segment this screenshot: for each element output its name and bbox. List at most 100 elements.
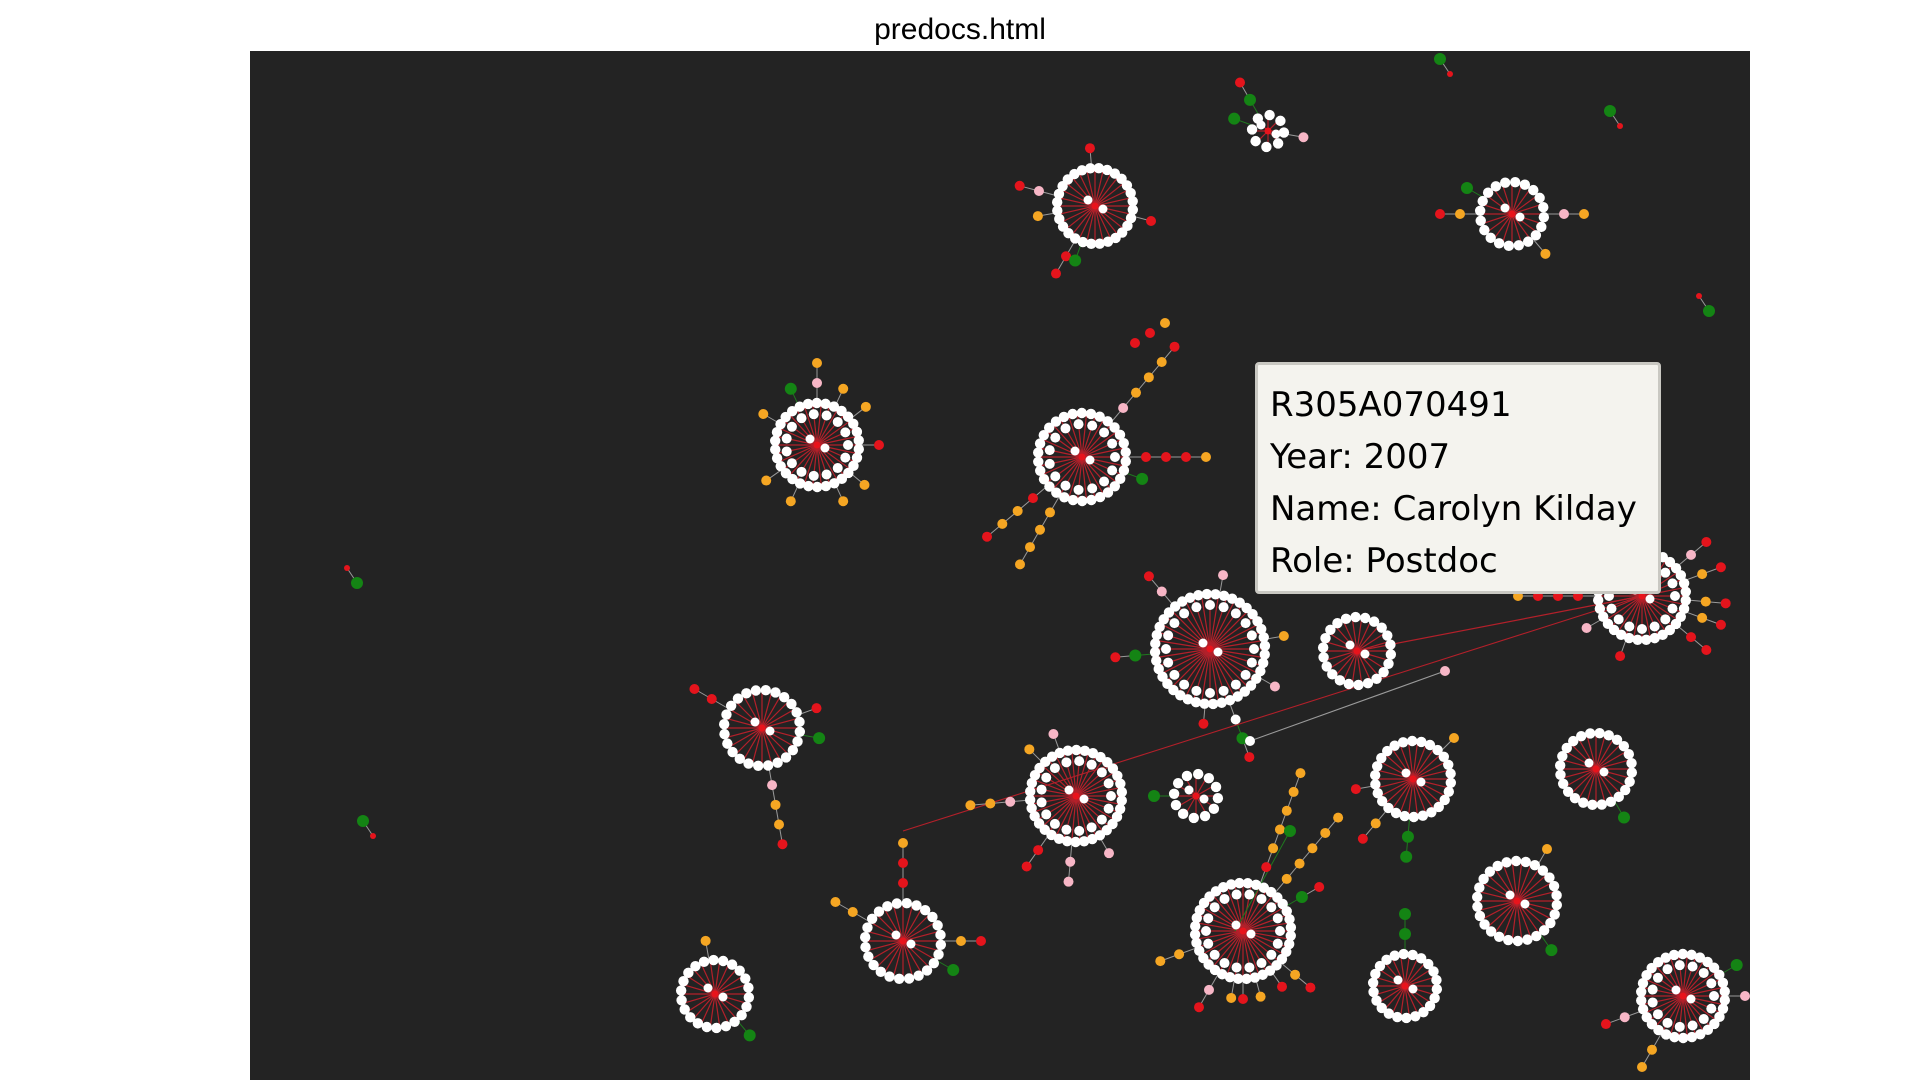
grant-node[interactable] bbox=[1717, 1003, 1729, 1014]
grant-node[interactable] bbox=[734, 753, 746, 765]
grant-node[interactable] bbox=[1257, 657, 1269, 669]
grant-node[interactable] bbox=[1107, 438, 1118, 449]
grant-node[interactable] bbox=[1272, 913, 1283, 924]
grant-node[interactable] bbox=[1652, 1009, 1663, 1020]
graph-node[interactable] bbox=[812, 358, 822, 368]
grant-node[interactable] bbox=[1203, 938, 1214, 949]
grant-node[interactable] bbox=[772, 757, 783, 768]
graph-node[interactable] bbox=[1333, 812, 1344, 823]
grant-node[interactable] bbox=[1360, 649, 1370, 659]
grant-node[interactable] bbox=[1035, 465, 1046, 476]
grant-node[interactable] bbox=[1256, 893, 1267, 904]
graph-node[interactable] bbox=[1268, 843, 1279, 854]
graph-node[interactable] bbox=[898, 858, 908, 868]
graph-node[interactable] bbox=[1350, 784, 1361, 795]
grant-node[interactable] bbox=[1368, 616, 1380, 627]
hub-node[interactable] bbox=[1592, 765, 1600, 773]
graph-node[interactable] bbox=[982, 531, 993, 542]
grant-node[interactable] bbox=[1266, 902, 1277, 913]
grant-node[interactable] bbox=[796, 466, 807, 477]
grant-node[interactable] bbox=[1587, 799, 1598, 811]
grant-node[interactable] bbox=[1250, 879, 1262, 890]
grant-node[interactable] bbox=[1603, 730, 1614, 741]
grant-node[interactable] bbox=[1562, 786, 1574, 797]
grant-node[interactable] bbox=[741, 688, 752, 699]
graph-node[interactable] bbox=[1294, 858, 1305, 869]
grant-node[interactable] bbox=[1561, 742, 1572, 754]
grant-node[interactable] bbox=[1177, 808, 1189, 820]
graph-node[interactable] bbox=[1281, 873, 1292, 884]
graph-node[interactable] bbox=[1269, 681, 1280, 692]
grant-node[interactable] bbox=[1094, 411, 1105, 422]
grant-node[interactable] bbox=[1050, 432, 1061, 443]
graph-node[interactable] bbox=[812, 378, 822, 388]
grant-node[interactable] bbox=[1102, 487, 1114, 498]
grant-node[interactable] bbox=[1077, 236, 1089, 248]
grant-node[interactable] bbox=[1184, 785, 1194, 795]
grant-node[interactable] bbox=[811, 397, 823, 409]
grant-node[interactable] bbox=[1038, 473, 1050, 485]
grant-node[interactable] bbox=[821, 469, 832, 480]
grant-node[interactable] bbox=[859, 932, 871, 943]
graph-node[interactable] bbox=[1600, 1019, 1611, 1030]
grant-node[interactable] bbox=[1417, 810, 1429, 821]
grant-node[interactable] bbox=[1064, 785, 1074, 795]
grant-node[interactable] bbox=[1599, 767, 1609, 777]
grant-node[interactable] bbox=[1060, 423, 1071, 434]
grant-node[interactable] bbox=[1445, 777, 1457, 788]
grant-node[interactable] bbox=[1389, 950, 1400, 961]
grant-node[interactable] bbox=[1620, 784, 1631, 796]
hub-node[interactable] bbox=[1206, 645, 1214, 653]
grant-node[interactable] bbox=[1234, 877, 1245, 889]
grant-node[interactable] bbox=[1398, 948, 1409, 960]
grant-node[interactable] bbox=[1706, 978, 1717, 989]
grant-node[interactable] bbox=[882, 901, 893, 912]
graph-node[interactable] bbox=[1118, 402, 1129, 413]
graph-node[interactable] bbox=[1288, 786, 1299, 797]
grant-node[interactable] bbox=[1191, 937, 1202, 949]
grant-node[interactable] bbox=[1680, 595, 1691, 606]
grant-node[interactable] bbox=[1520, 856, 1531, 868]
grant-node[interactable] bbox=[1369, 770, 1381, 781]
grant-node[interactable] bbox=[1050, 471, 1061, 482]
grant-node[interactable] bbox=[1605, 796, 1616, 808]
grant-node[interactable] bbox=[1674, 1021, 1685, 1032]
grant-node[interactable] bbox=[1393, 975, 1403, 985]
grant-node[interactable] bbox=[1474, 205, 1486, 217]
grant-node[interactable] bbox=[698, 956, 710, 968]
graph-node[interactable] bbox=[1440, 666, 1450, 676]
grant-node[interactable] bbox=[1353, 679, 1364, 691]
grant-node[interactable] bbox=[1429, 992, 1440, 1004]
graph-node[interactable] bbox=[1156, 586, 1167, 597]
grant-node[interactable] bbox=[1636, 986, 1647, 998]
grant-node[interactable] bbox=[1709, 991, 1719, 1001]
grant-node[interactable] bbox=[1284, 913, 1295, 925]
grant-node[interactable] bbox=[875, 966, 887, 978]
grant-node[interactable] bbox=[1431, 983, 1443, 995]
graph-node[interactable] bbox=[1024, 744, 1035, 755]
graph-node[interactable] bbox=[1226, 992, 1237, 1003]
grant-node[interactable] bbox=[1163, 657, 1174, 668]
grant-node[interactable] bbox=[862, 922, 873, 933]
grant-node[interactable] bbox=[1061, 824, 1072, 835]
grant-node[interactable] bbox=[1272, 938, 1283, 949]
grant-node[interactable] bbox=[901, 897, 912, 909]
graph-node[interactable] bbox=[1032, 211, 1043, 222]
graph-node[interactable] bbox=[758, 409, 769, 419]
graph-node[interactable] bbox=[813, 732, 826, 745]
graph-node[interactable] bbox=[1084, 143, 1095, 154]
grant-node[interactable] bbox=[1249, 972, 1261, 983]
grant-node[interactable] bbox=[848, 418, 859, 430]
graph-node[interactable] bbox=[1447, 71, 1453, 77]
grant-node[interactable] bbox=[1538, 211, 1550, 223]
graph-node[interactable] bbox=[1261, 862, 1272, 873]
grant-node[interactable] bbox=[1099, 476, 1110, 487]
grant-node[interactable] bbox=[1074, 756, 1085, 767]
grant-node[interactable] bbox=[1219, 893, 1230, 904]
grant-node[interactable] bbox=[1641, 1011, 1652, 1023]
grant-node[interactable] bbox=[1479, 919, 1490, 930]
grant-node[interactable] bbox=[1285, 922, 1297, 933]
grant-node[interactable] bbox=[692, 1018, 704, 1029]
grant-node[interactable] bbox=[1381, 954, 1392, 966]
grant-node[interactable] bbox=[1054, 747, 1065, 759]
